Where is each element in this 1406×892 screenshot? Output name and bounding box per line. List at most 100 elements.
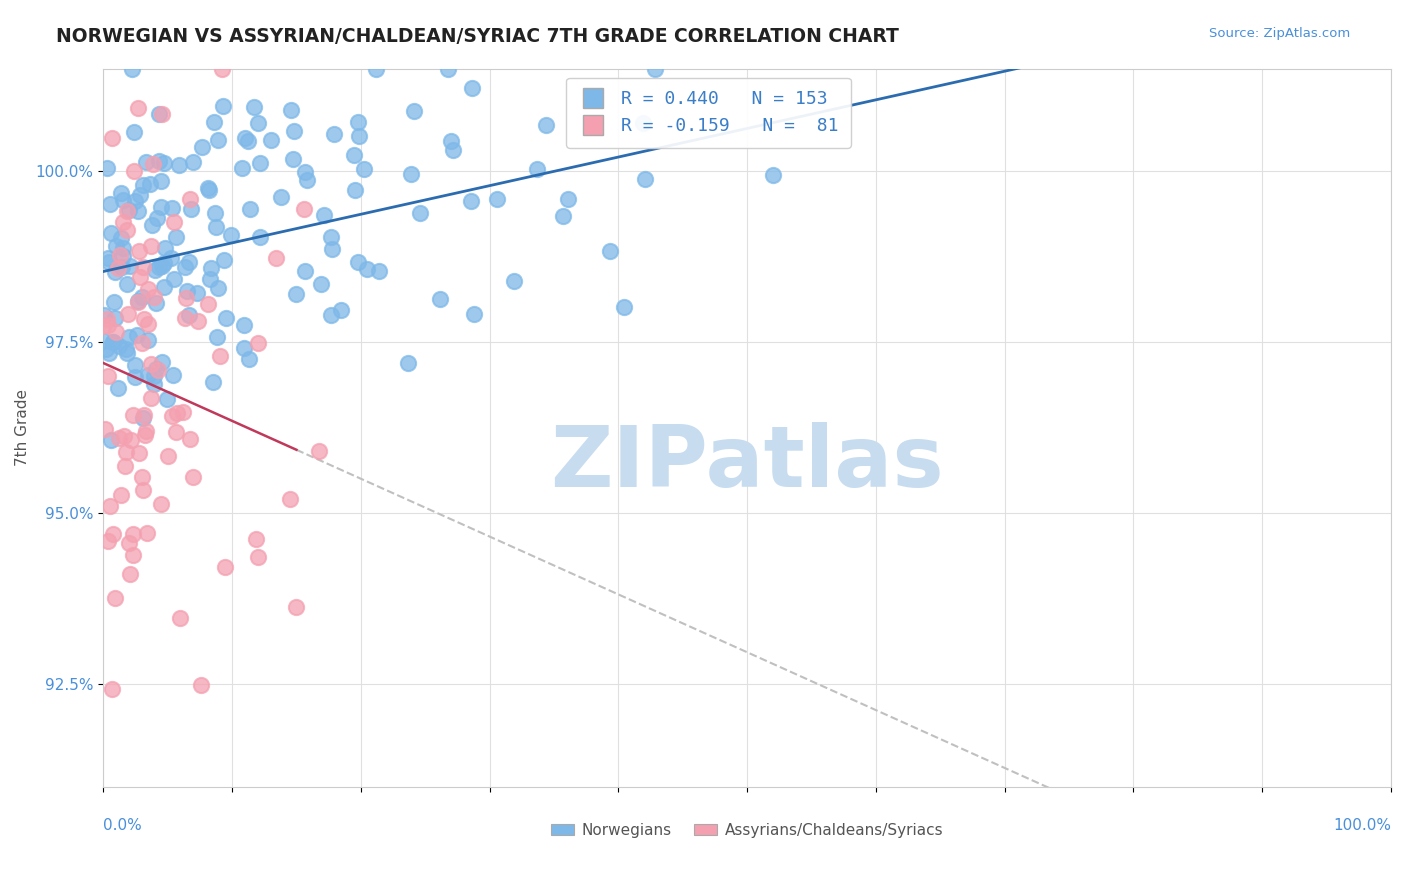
Point: [233, 341, 256, 355]
Point: [180, 202, 202, 217]
Point: [115, 223, 138, 237]
Point: [238, 202, 260, 216]
Point: [122, 409, 145, 423]
Point: [347, 115, 370, 129]
Point: [153, 280, 176, 294]
Point: [132, 178, 155, 192]
Point: [97, 318, 120, 333]
Point: [122, 548, 145, 562]
Point: [190, 678, 212, 692]
Point: [110, 186, 132, 201]
Point: [207, 133, 229, 147]
Point: [131, 335, 153, 350]
Point: [353, 162, 375, 177]
Point: [343, 183, 366, 197]
Point: [132, 312, 155, 326]
Point: [186, 286, 208, 301]
Point: [166, 425, 188, 439]
Point: [97, 368, 120, 383]
Text: NORWEGIAN VS ASSYRIAN/CHALDEAN/SYRIAC 7TH GRADE CORRELATION CHART: NORWEGIAN VS ASSYRIAN/CHALDEAN/SYRIAC 7T…: [56, 27, 898, 45]
Point: [94, 422, 117, 436]
Point: [101, 334, 124, 349]
Point: [634, 172, 657, 186]
Point: [280, 103, 302, 117]
Point: [150, 107, 173, 121]
Y-axis label: 7th Grade: 7th Grade: [15, 389, 30, 467]
Point: [437, 62, 460, 76]
Point: [127, 203, 149, 218]
Point: [139, 391, 162, 405]
Point: [160, 201, 183, 215]
Point: [108, 339, 131, 353]
Point: [205, 329, 228, 343]
Point: [163, 272, 186, 286]
Legend: Norwegians, Assyrians/Chaldeans/Syriacs: Norwegians, Assyrians/Chaldeans/Syriacs: [544, 817, 949, 844]
Point: [111, 260, 134, 274]
Point: [145, 295, 167, 310]
Point: [264, 251, 287, 265]
Point: [214, 559, 236, 574]
Point: [152, 156, 174, 170]
Point: [112, 215, 135, 229]
Point: [314, 208, 336, 222]
Point: [128, 244, 150, 258]
Point: [148, 260, 170, 275]
Point: [114, 459, 136, 474]
Point: [96, 312, 118, 326]
Point: [211, 62, 233, 76]
Point: [162, 409, 184, 423]
Point: [551, 210, 574, 224]
Point: [128, 446, 150, 460]
Point: [460, 194, 482, 209]
Point: [124, 125, 146, 139]
Point: [150, 497, 173, 511]
Point: [120, 433, 142, 447]
Point: [534, 118, 557, 132]
Point: [281, 153, 304, 167]
Point: [399, 167, 422, 181]
Point: [98, 346, 121, 360]
Point: [107, 381, 129, 395]
Point: [142, 368, 165, 383]
Point: [120, 566, 142, 581]
Point: [557, 192, 579, 206]
Point: [97, 251, 120, 265]
Point: [179, 308, 201, 322]
Point: [631, 115, 654, 129]
Point: [101, 527, 124, 541]
Point: [186, 314, 208, 328]
Point: [526, 161, 548, 176]
Point: [205, 220, 228, 235]
Point: [176, 284, 198, 298]
Point: [96, 161, 118, 175]
Point: [107, 260, 129, 275]
Point: [103, 335, 125, 350]
Point: [96, 343, 118, 357]
Point: [148, 107, 170, 121]
Point: [135, 526, 157, 541]
Point: [139, 358, 162, 372]
Point: [243, 100, 266, 114]
Point: [145, 362, 167, 376]
Point: [115, 345, 138, 359]
Point: [343, 147, 366, 161]
Point: [246, 549, 269, 564]
Point: [202, 115, 225, 129]
Point: [231, 161, 253, 176]
Point: [153, 256, 176, 270]
Point: [129, 188, 152, 202]
Point: [143, 263, 166, 277]
Point: [238, 352, 260, 367]
Point: [110, 488, 132, 502]
Point: [247, 336, 270, 351]
Point: [103, 295, 125, 310]
Point: [197, 297, 219, 311]
Point: [200, 260, 222, 275]
Text: ZIPatlas: ZIPatlas: [550, 422, 943, 505]
Point: [347, 129, 370, 144]
Point: [270, 189, 292, 203]
Point: [122, 164, 145, 178]
Point: [283, 124, 305, 138]
Point: [762, 168, 785, 182]
Point: [132, 260, 155, 274]
